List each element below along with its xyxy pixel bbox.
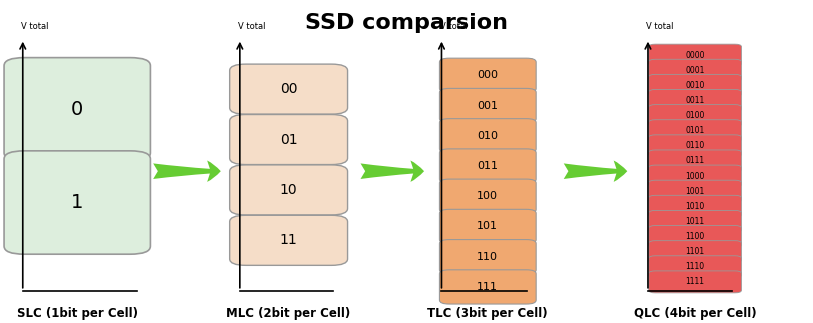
FancyBboxPatch shape bbox=[649, 135, 741, 157]
Text: 0110: 0110 bbox=[685, 141, 705, 150]
Text: 10: 10 bbox=[280, 183, 298, 197]
Text: 101: 101 bbox=[477, 222, 498, 232]
FancyBboxPatch shape bbox=[439, 209, 537, 244]
FancyBboxPatch shape bbox=[439, 270, 537, 304]
FancyBboxPatch shape bbox=[439, 58, 537, 92]
FancyBboxPatch shape bbox=[439, 240, 537, 274]
Text: 00: 00 bbox=[280, 82, 298, 96]
Text: V total: V total bbox=[21, 22, 49, 31]
FancyBboxPatch shape bbox=[649, 211, 741, 233]
Text: V total: V total bbox=[646, 22, 674, 31]
Text: 001: 001 bbox=[477, 100, 498, 110]
FancyBboxPatch shape bbox=[649, 195, 741, 217]
FancyBboxPatch shape bbox=[439, 149, 537, 183]
FancyBboxPatch shape bbox=[649, 74, 741, 96]
Text: 1010: 1010 bbox=[685, 202, 705, 211]
Text: 1: 1 bbox=[71, 193, 84, 212]
FancyBboxPatch shape bbox=[649, 105, 741, 127]
FancyBboxPatch shape bbox=[649, 225, 741, 247]
FancyBboxPatch shape bbox=[649, 120, 741, 142]
FancyBboxPatch shape bbox=[649, 256, 741, 278]
Text: 1100: 1100 bbox=[685, 232, 705, 241]
Text: 11: 11 bbox=[280, 233, 298, 247]
Text: 1101: 1101 bbox=[685, 247, 705, 256]
FancyBboxPatch shape bbox=[649, 165, 741, 187]
FancyBboxPatch shape bbox=[229, 165, 348, 215]
FancyBboxPatch shape bbox=[229, 114, 348, 165]
Text: MLC (2bit per Cell): MLC (2bit per Cell) bbox=[227, 307, 350, 320]
Text: 011: 011 bbox=[477, 161, 498, 171]
Text: 0001: 0001 bbox=[685, 66, 705, 75]
FancyBboxPatch shape bbox=[649, 271, 741, 293]
Text: QLC (4bit per Cell): QLC (4bit per Cell) bbox=[634, 307, 756, 320]
Text: TLC (3bit per Cell): TLC (3bit per Cell) bbox=[428, 307, 548, 320]
Text: 0111: 0111 bbox=[685, 156, 705, 165]
FancyBboxPatch shape bbox=[4, 151, 150, 254]
Text: 100: 100 bbox=[477, 191, 498, 201]
Text: V total: V total bbox=[440, 22, 467, 31]
Text: SLC (1bit per Cell): SLC (1bit per Cell) bbox=[17, 307, 137, 320]
Text: 111: 111 bbox=[477, 282, 498, 292]
Text: SSD comparsion: SSD comparsion bbox=[305, 13, 508, 33]
FancyBboxPatch shape bbox=[649, 150, 741, 172]
FancyBboxPatch shape bbox=[649, 180, 741, 202]
FancyBboxPatch shape bbox=[229, 215, 348, 266]
Text: 0010: 0010 bbox=[685, 81, 705, 90]
Text: 010: 010 bbox=[477, 131, 498, 141]
Text: 1110: 1110 bbox=[685, 262, 705, 271]
Text: 000: 000 bbox=[477, 70, 498, 80]
FancyBboxPatch shape bbox=[649, 59, 741, 81]
Text: 1001: 1001 bbox=[685, 187, 705, 196]
Text: 01: 01 bbox=[280, 132, 298, 147]
FancyBboxPatch shape bbox=[439, 119, 537, 153]
FancyBboxPatch shape bbox=[649, 44, 741, 66]
FancyBboxPatch shape bbox=[439, 89, 537, 123]
Text: V total: V total bbox=[238, 22, 266, 31]
Text: 1000: 1000 bbox=[685, 172, 705, 181]
Text: 0011: 0011 bbox=[685, 96, 705, 105]
Text: 0101: 0101 bbox=[685, 126, 705, 135]
FancyBboxPatch shape bbox=[229, 64, 348, 114]
FancyBboxPatch shape bbox=[649, 241, 741, 263]
FancyBboxPatch shape bbox=[4, 57, 150, 161]
Text: 1011: 1011 bbox=[685, 217, 705, 226]
Text: 0100: 0100 bbox=[685, 111, 705, 120]
FancyBboxPatch shape bbox=[649, 89, 741, 111]
FancyBboxPatch shape bbox=[439, 179, 537, 214]
Text: 0: 0 bbox=[71, 100, 84, 119]
Text: 0000: 0000 bbox=[685, 51, 705, 60]
Text: 1111: 1111 bbox=[685, 277, 705, 287]
Text: 110: 110 bbox=[477, 252, 498, 262]
